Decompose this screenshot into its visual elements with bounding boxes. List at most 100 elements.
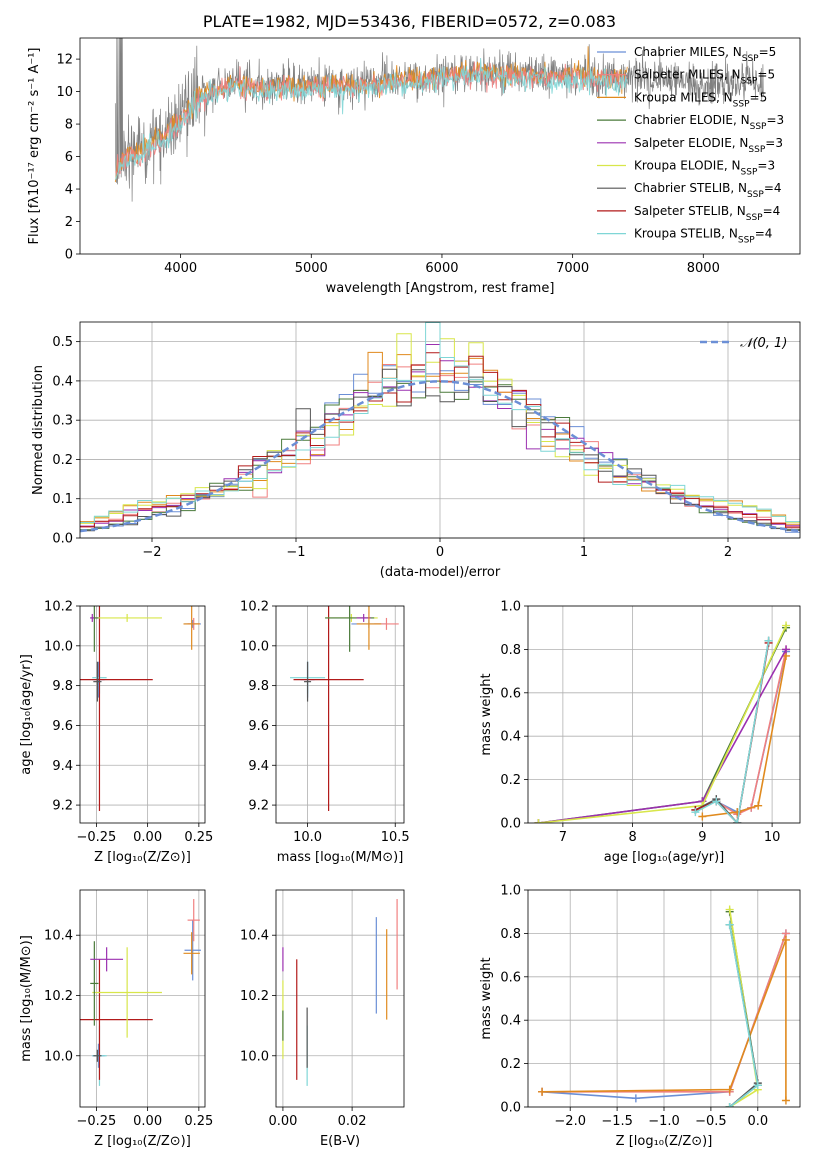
x-tick-label: 10.0 — [293, 830, 322, 845]
x-tick-label: −1 — [286, 545, 305, 560]
x-tick-label: −2.0 — [554, 1114, 586, 1129]
weight-line-salpeter_miles — [715, 649, 787, 816]
y-tick-label: 9.6 — [52, 719, 73, 734]
y-tick-label: 1.0 — [500, 884, 521, 899]
y-tick-label: 0.0 — [500, 1101, 521, 1116]
x-tick-label: 7 — [559, 830, 567, 845]
histogram-chabrier_elodie — [80, 380, 800, 531]
y-tick-label: 0.8 — [500, 927, 521, 942]
y-tick-label: 12 — [56, 53, 73, 68]
weight-point-salpeter_elodie — [782, 645, 791, 654]
x-tick-label: 1 — [580, 545, 588, 560]
spectrum-model-line-kroupa_miles — [114, 46, 628, 183]
x-tick-label: 6000 — [425, 261, 458, 276]
y-tick-label: 0.6 — [500, 970, 521, 985]
weight-line-chabrier_miles — [715, 651, 787, 813]
y-axis-label: age [log₁₀(age/yr)] — [19, 654, 34, 775]
legend-entry: Kroupa MILES, NSSP=5 — [634, 90, 767, 109]
y-tick-label: 10.0 — [44, 1049, 73, 1064]
x-tick-label: 0.00 — [268, 1114, 297, 1129]
grid-lines — [80, 890, 205, 1107]
y-tick-label: 9.2 — [52, 799, 73, 814]
y-tick-label: 9.4 — [52, 759, 73, 774]
y-tick-label: 1.0 — [500, 600, 521, 615]
x-tick-label: 0.00 — [133, 830, 162, 845]
x-axis-label: age [log₁₀(age/yr)] — [604, 850, 725, 865]
x-tick-label: 0.25 — [184, 1114, 213, 1129]
x-tick-label: 4000 — [164, 261, 197, 276]
y-tick-label: 10.2 — [240, 989, 269, 1004]
y-tick-label: 0.5 — [52, 335, 73, 350]
legend-entry: Kroupa ELODIE, NSSP=3 — [634, 159, 775, 178]
axes-frame — [527, 605, 801, 824]
x-tick-label: 7000 — [556, 261, 589, 276]
y-tick-label: 10.4 — [44, 929, 73, 944]
weight-point-kroupa_stelib — [733, 819, 742, 823]
x-tick-label: 0 — [436, 545, 444, 560]
plot-area — [290, 606, 399, 812]
weight-point-chabrier_miles — [631, 1094, 640, 1103]
axes-frame — [79, 889, 206, 1108]
legend-entry: Chabrier ELODIE, NSSP=3 — [634, 113, 784, 132]
x-tick-label: −0.25 — [76, 1114, 116, 1129]
weight-point-kroupa_elodie — [782, 621, 791, 630]
axes-weight_vs_Z: −2.0 −1.5 −1.0 −0.5 0.0 0.0 0.2 0.4 0.6 0.8 1.0 Z [… — [479, 884, 801, 1149]
y-axis-label: mass weight — [479, 673, 494, 755]
y-tick-label: 4 — [65, 183, 73, 198]
grid-lines — [528, 889, 800, 1108]
plot-area — [114, 38, 764, 202]
x-tick-label: 8000 — [687, 261, 720, 276]
y-tick-label: 0.3 — [52, 414, 73, 429]
x-tick-label: 8 — [628, 830, 636, 845]
legend-entry: Salpeter STELIB, NSSP=4 — [634, 204, 780, 223]
plot-area — [80, 606, 201, 812]
figure-title: PLATE=1982, MJD=53436, FIBERID=0572, z=0… — [202, 12, 617, 31]
y-tick-label: 0.4 — [500, 1014, 521, 1029]
weight-line-kroupa_miles — [702, 655, 787, 818]
axes-mass_vs_Z: −0.25 0.00 0.25 10.0 10.2 10.4 Z [log₁₀(Z/Z⊙)]… — [19, 889, 213, 1149]
x-tick-label: 2 — [724, 545, 732, 560]
weight-point-kroupa_miles — [781, 935, 790, 944]
y-tick-label: 0.4 — [52, 374, 73, 389]
axes-frame — [275, 889, 405, 1108]
axes-spectrum: 4000 5000 6000 7000 8000 0 2 4 6 8 10 12 wavelength … — [27, 37, 801, 296]
y-axis-label: Flux [fλ10⁻¹⁷ erg cm⁻² s⁻¹ A⁻¹] — [27, 48, 42, 245]
axes-frame — [527, 889, 801, 1108]
x-axis-label: mass [log₁₀(M/M⊙)] — [277, 850, 404, 865]
weight-point-kroupa_stelib — [712, 797, 721, 806]
weight-point-kroupa_stelib — [753, 1081, 762, 1090]
y-tick-label: 10.4 — [240, 929, 269, 944]
x-tick-label: 9 — [698, 830, 706, 845]
y-tick-label: 10.2 — [44, 989, 73, 1004]
grid-lines — [276, 890, 404, 1107]
y-tick-label: 9.2 — [248, 799, 269, 814]
weight-point-kroupa_elodie — [534, 819, 543, 823]
x-tick-label: 10.5 — [381, 830, 410, 845]
residuals-legend: 𝒩(0, 1) — [700, 336, 787, 351]
x-axis-label: E(B-V) — [320, 1134, 360, 1149]
y-tick-label: 9.4 — [248, 759, 269, 774]
histogram-salpeter_stelib — [80, 352, 800, 529]
plot-area — [80, 899, 201, 1086]
legend-entry: Chabrier MILES, NSSP=5 — [634, 45, 776, 64]
x-axis-label: Z [log₁₀(Z/Z⊙)] — [94, 850, 191, 865]
plot-area — [538, 905, 790, 1107]
y-axis-label: mass [log₁₀(M/M⊙)] — [19, 935, 34, 1062]
plot-area — [534, 621, 791, 823]
grid-lines — [80, 605, 205, 823]
axes-residuals: −2 −1 0 1 2 0.0 0.1 0.2 0.3 0.4 0.5 (data-model)/er… — [31, 321, 801, 580]
y-tick-label: 0.2 — [52, 453, 73, 468]
x-tick-label: −1.0 — [648, 1114, 680, 1129]
y-axis-label: mass weight — [479, 957, 494, 1039]
legend-entry: Kroupa STELIB, NSSP=4 — [634, 227, 772, 246]
axes-frame — [79, 321, 801, 539]
weight-point-kroupa_elodie — [725, 905, 734, 914]
y-tick-label: 0.2 — [500, 1057, 521, 1072]
x-tick-label: 0.0 — [747, 1114, 768, 1129]
weight-point-kroupa_miles — [725, 1085, 734, 1094]
spectrum-model-line-kroupa_stelib — [114, 57, 628, 180]
y-tick-label: 2 — [65, 215, 73, 230]
weight-line-kroupa_elodie — [538, 625, 787, 823]
y-tick-label: 0 — [65, 248, 73, 263]
